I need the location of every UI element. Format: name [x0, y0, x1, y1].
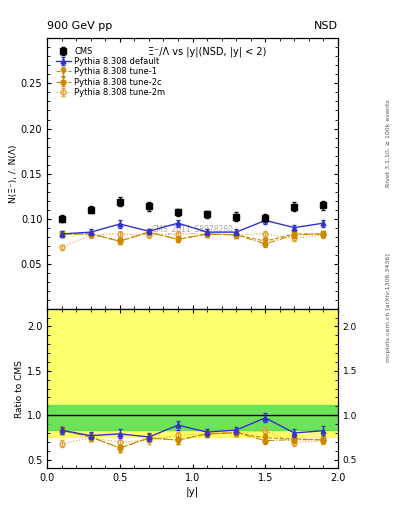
Text: NSD: NSD — [314, 20, 338, 31]
Text: Rivet 3.1.10, ≥ 100k events: Rivet 3.1.10, ≥ 100k events — [386, 99, 391, 187]
Legend: CMS, Pythia 8.308 default, Pythia 8.308 tune-1, Pythia 8.308 tune-2c, Pythia 8.3: CMS, Pythia 8.308 default, Pythia 8.308 … — [54, 45, 167, 99]
Text: mcplots.cern.ch [arXiv:1306.3436]: mcplots.cern.ch [arXiv:1306.3436] — [386, 253, 391, 361]
Y-axis label: N(Ξ⁻), /. N(Λ): N(Ξ⁻), /. N(Λ) — [9, 144, 18, 203]
Text: Ξ⁻/Λ vs |y|(NSD, |y| < 2): Ξ⁻/Λ vs |y|(NSD, |y| < 2) — [148, 47, 266, 57]
Text: CMS_2011_S8978280: CMS_2011_S8978280 — [152, 224, 233, 233]
X-axis label: |y|: |y| — [186, 486, 199, 497]
Bar — [47, 404, 338, 430]
Bar — [47, 309, 338, 437]
Text: 900 GeV pp: 900 GeV pp — [47, 20, 112, 31]
Y-axis label: Ratio to CMS: Ratio to CMS — [15, 359, 24, 418]
